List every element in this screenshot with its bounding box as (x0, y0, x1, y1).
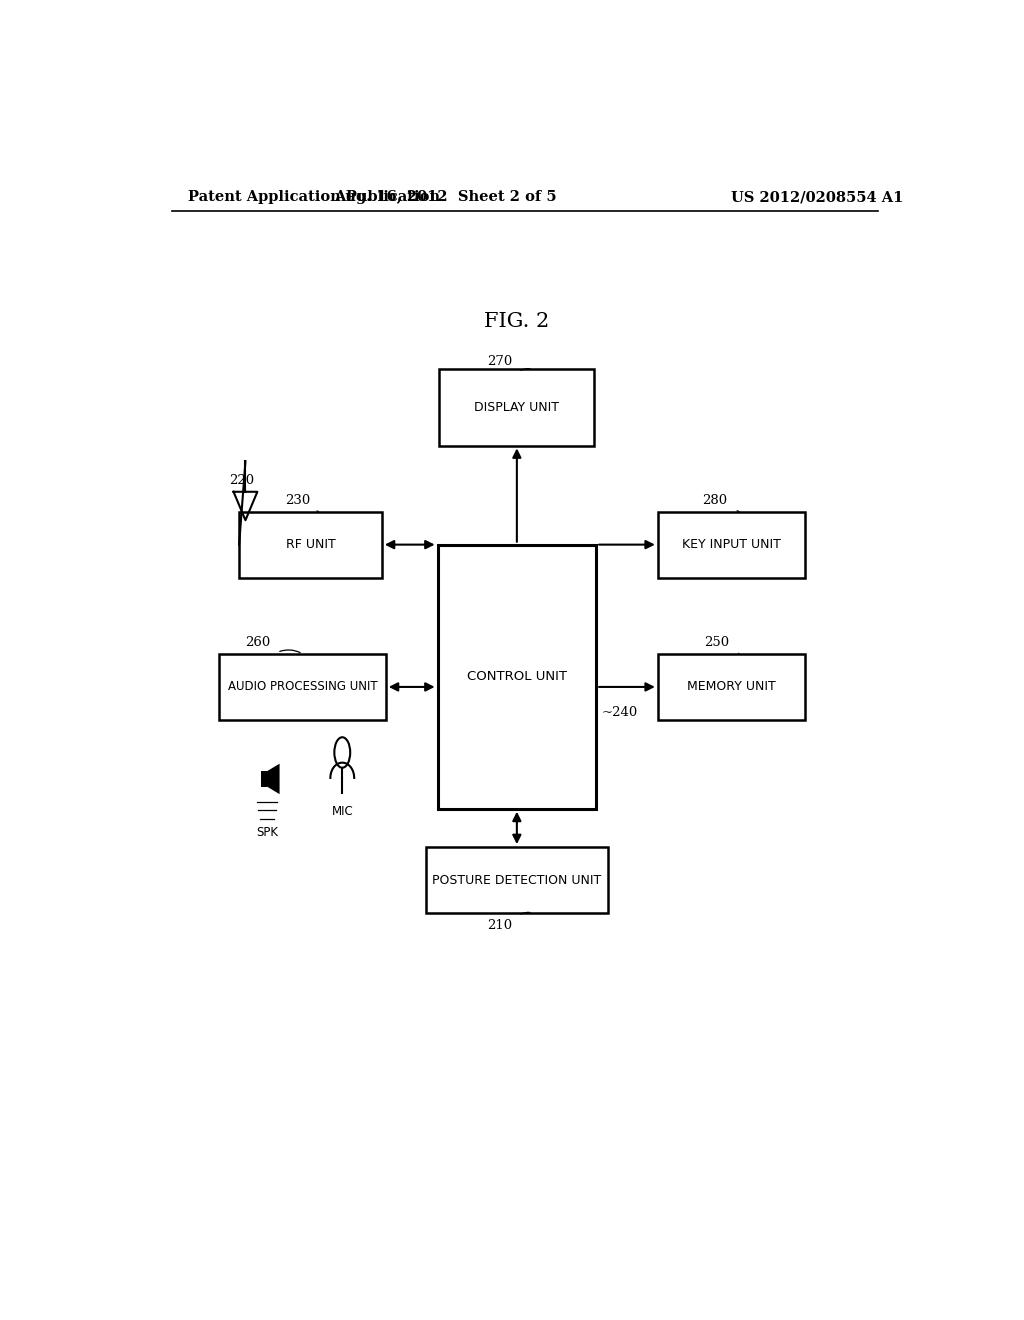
Text: 230: 230 (285, 495, 310, 507)
Bar (219, 653, 386, 719)
Text: 280: 280 (702, 495, 728, 507)
Bar (240, 512, 382, 578)
Bar (426, 847, 608, 913)
Text: DISPLAY UNIT: DISPLAY UNIT (474, 401, 559, 414)
Bar (439, 370, 594, 446)
Text: 250: 250 (705, 636, 729, 648)
Text: 220: 220 (229, 474, 255, 487)
Text: US 2012/0208554 A1: US 2012/0208554 A1 (731, 190, 903, 205)
Text: CONTROL UNIT: CONTROL UNIT (467, 671, 567, 684)
Text: MIC: MIC (332, 805, 353, 818)
Text: 270: 270 (486, 355, 512, 368)
Polygon shape (260, 771, 267, 787)
Bar (437, 545, 596, 809)
Text: KEY INPUT UNIT: KEY INPUT UNIT (682, 539, 780, 552)
Text: AUDIO PROCESSING UNIT: AUDIO PROCESSING UNIT (227, 680, 378, 693)
Text: ~240: ~240 (602, 706, 638, 719)
Text: 260: 260 (246, 636, 270, 648)
Text: 210: 210 (486, 919, 512, 932)
Text: RF UNIT: RF UNIT (286, 539, 336, 552)
Bar (657, 512, 805, 578)
Ellipse shape (335, 738, 350, 768)
Text: Aug. 16, 2012  Sheet 2 of 5: Aug. 16, 2012 Sheet 2 of 5 (334, 190, 557, 205)
Polygon shape (267, 764, 280, 795)
Text: SPK: SPK (256, 826, 278, 840)
Text: Patent Application Publication: Patent Application Publication (187, 190, 439, 205)
Bar (657, 653, 805, 719)
Text: FIG. 2: FIG. 2 (484, 312, 550, 330)
Text: POSTURE DETECTION UNIT: POSTURE DETECTION UNIT (432, 874, 601, 887)
Text: MEMORY UNIT: MEMORY UNIT (687, 680, 775, 693)
